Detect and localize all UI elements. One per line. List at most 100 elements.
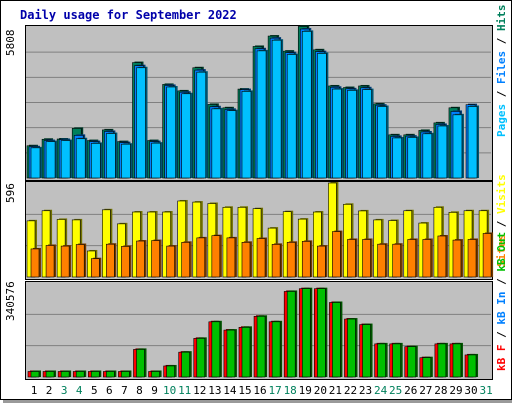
- kb-bar-kb-out-24: [377, 343, 386, 378]
- hits-bar-pages-9: [151, 142, 161, 179]
- day-label-13: 13: [208, 384, 221, 397]
- day-label-30: 30: [464, 384, 477, 397]
- hits-bar-pages-26: [407, 137, 418, 179]
- hits-bar-pages-16: [256, 50, 267, 179]
- hits-bar-pages-15: [241, 91, 252, 179]
- day-label-9: 9: [151, 384, 158, 397]
- kb-bar-kb-out-5: [90, 371, 100, 378]
- kb-bar-kb-out-15: [241, 327, 251, 378]
- day-label-5: 5: [91, 384, 98, 397]
- hits-bar-pages-8: [136, 67, 146, 179]
- hits-bar-pages-2: [45, 141, 56, 179]
- hits-bar-pages-17: [271, 39, 282, 179]
- kb-bar-kb-out-16: [256, 315, 266, 378]
- day-label-11: 11: [178, 384, 191, 397]
- day-label-23: 23: [359, 384, 372, 397]
- hits-bar-pages-18: [286, 54, 297, 179]
- sites-bar-sites-10: [166, 245, 175, 278]
- sites-bar-sites-9: [151, 240, 160, 278]
- kb-bar-kb-out-28: [437, 343, 447, 378]
- sites-bar-sites-19: [301, 241, 311, 278]
- kb-bar-kb-out-21: [332, 302, 341, 378]
- day-label-10: 10: [163, 384, 176, 397]
- sites-bar-sites-20: [317, 245, 326, 278]
- kb-bar-kb-out-13: [211, 321, 221, 378]
- sites-bar-sites-16: [256, 238, 266, 278]
- kb-bar-kb-out-2: [45, 371, 55, 378]
- kb-bar-kb-out-17: [271, 321, 281, 378]
- kb-bar-kb-out-19: [301, 288, 311, 378]
- hits-bar-pages-24: [377, 106, 387, 179]
- sites-bar-sites-14: [226, 237, 236, 278]
- day-label-26: 26: [404, 384, 417, 397]
- sites-bar-sites-6: [106, 243, 115, 278]
- day-label-3: 3: [61, 384, 68, 397]
- sites-bar-sites-18: [286, 242, 296, 278]
- day-label-22: 22: [344, 384, 357, 397]
- day-label-12: 12: [193, 384, 206, 397]
- day-label-17: 17: [268, 384, 281, 397]
- hits-bar-pages-27: [422, 133, 433, 179]
- day-label-27: 27: [419, 384, 432, 397]
- day-label-8: 8: [136, 384, 143, 397]
- sites-bar-sites-11: [181, 242, 190, 278]
- chart-title: Daily usage for September 2022: [20, 8, 237, 22]
- day-label-2: 2: [46, 384, 53, 397]
- sites-bar-sites-12: [196, 237, 206, 278]
- day-label-4: 4: [76, 384, 83, 397]
- sites-bar-sites-7: [121, 246, 130, 278]
- day-label-21: 21: [329, 384, 342, 397]
- sites-bar-sites-30: [467, 239, 477, 278]
- sites-bar-sites-22: [347, 239, 356, 278]
- sites-bar-sites-17: [271, 244, 281, 278]
- sites-bar-sites-5: [90, 258, 100, 278]
- kb-bar-kb-out-6: [106, 371, 115, 378]
- day-label-6: 6: [106, 384, 113, 397]
- hits-bar-pages-28: [437, 125, 448, 179]
- sites-bar-sites-13: [211, 235, 221, 278]
- kb-bar-kb-out-20: [317, 288, 326, 378]
- kb-bar-kb-out-7: [121, 371, 130, 378]
- hits-bar-pages-22: [347, 90, 357, 179]
- hits-bar-pages-21: [332, 88, 342, 179]
- day-label-31: 31: [479, 384, 492, 397]
- hits-bar-pages-7: [121, 143, 131, 179]
- kb-bar-kb-out-29: [452, 343, 462, 378]
- hits-bar-pages-11: [181, 93, 191, 179]
- sites-bar-sites-24: [377, 243, 386, 278]
- day-label-19: 19: [299, 384, 312, 397]
- kb-bar-kb-out-8: [136, 349, 145, 378]
- hits-bar-pages-19: [301, 31, 312, 179]
- kb-bar-kb-out-9: [151, 371, 160, 378]
- hits-bar-pages-20: [317, 53, 327, 179]
- day-label-15: 15: [238, 384, 251, 397]
- kb-bar-kb-out-26: [407, 346, 417, 378]
- hits-bar-pages-13: [211, 108, 222, 179]
- hits-bar-pages-4: [75, 138, 86, 179]
- hits-bar-pages-10: [166, 86, 176, 179]
- day-label-28: 28: [434, 384, 447, 397]
- day-label-18: 18: [284, 384, 297, 397]
- day-label-20: 20: [314, 384, 327, 397]
- hits-bar-pages-30: [467, 106, 478, 179]
- sites-bar-sites-4: [75, 244, 85, 278]
- day-label-1: 1: [31, 384, 38, 397]
- sites-bar-sites-23: [362, 239, 371, 278]
- day-label-29: 29: [449, 384, 462, 397]
- day-label-24: 24: [374, 384, 388, 397]
- kb-bar-kb-out-30: [467, 354, 477, 378]
- sites-bar-sites-8: [136, 240, 145, 278]
- sites-bar-sites-3: [60, 245, 70, 278]
- day-label-16: 16: [253, 384, 266, 397]
- sites-bar-sites-27: [422, 239, 432, 278]
- kb-bar-kb-out-3: [60, 371, 70, 378]
- day-label-7: 7: [121, 384, 128, 397]
- sites-bar-sites-15: [241, 242, 251, 278]
- hits-bar-pages-14: [226, 110, 237, 179]
- hits-bar-pages-12: [196, 71, 207, 179]
- sites-bar-sites-31: [482, 233, 492, 278]
- kb-bar-kb-out-27: [422, 357, 432, 378]
- hits-bar-pages-5: [90, 143, 101, 179]
